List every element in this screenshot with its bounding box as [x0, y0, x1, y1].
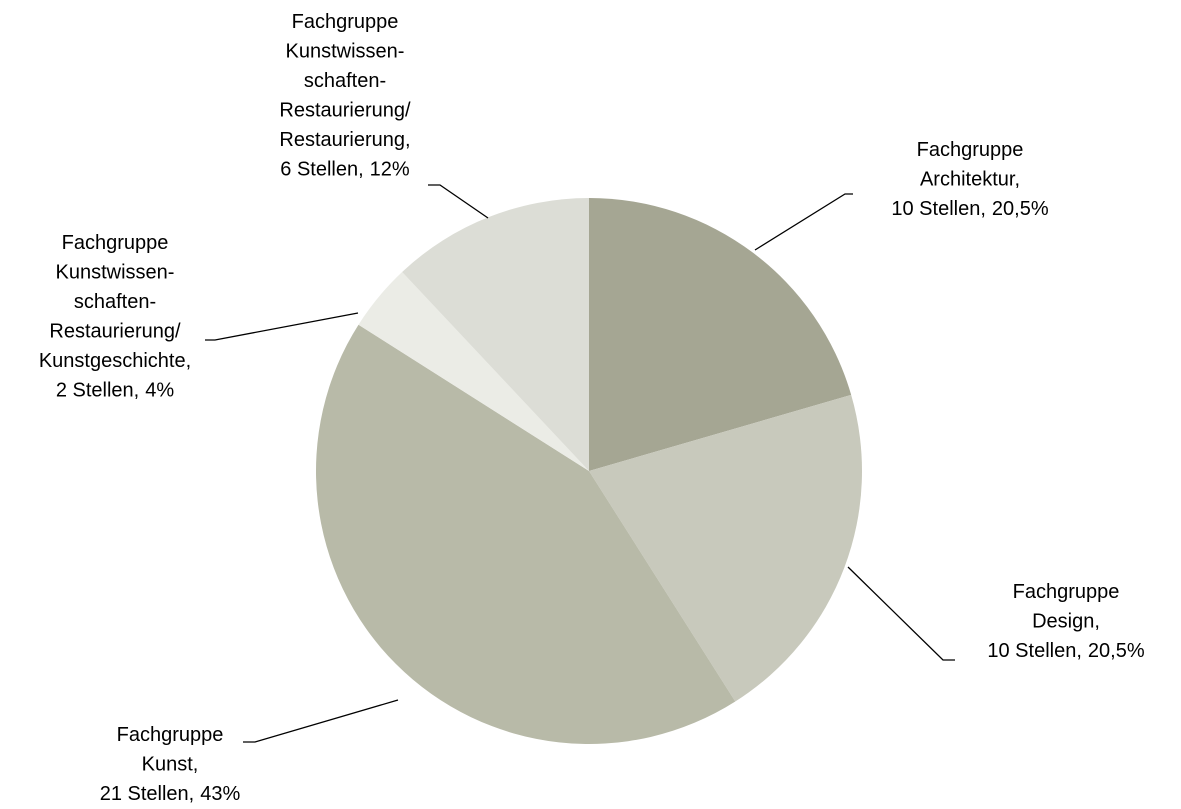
- data-label: Fachgruppe Kunstwissen-schaften- Restaurie…: [39, 232, 191, 402]
- value-label: 20,5%: [1088, 640, 1145, 662]
- label-line: Design,: [1032, 611, 1100, 633]
- label-text: Kunstgeschichte,: [39, 350, 191, 372]
- label-text: Fachgruppe: [917, 139, 1024, 161]
- label-text: Restaurierung,: [279, 129, 410, 151]
- label-line: Kunstgeschichte,: [39, 350, 191, 372]
- label-line: Restaurierung/: [49, 321, 181, 343]
- value-label: 43%: [200, 783, 240, 805]
- pie-slice: [589, 198, 852, 471]
- value-label: 12%: [370, 159, 410, 181]
- data-label: Fachgruppe Architektur, 10 Stellen, 20,5%: [891, 139, 1048, 220]
- leader-line: [847, 566, 955, 661]
- leader-line: [428, 184, 489, 219]
- label-line: Fachgruppe: [62, 232, 169, 254]
- label-text: 6 Stellen,: [280, 159, 363, 181]
- label-text: Restaurierung/: [49, 321, 181, 343]
- label-line: Kunstwissen-: [56, 262, 175, 284]
- pie-slice: [316, 324, 736, 744]
- label-text: Kunstwissen-: [286, 41, 405, 63]
- pie-slice: [589, 394, 862, 702]
- label-line: schaften-: [74, 291, 156, 313]
- label-text: Fachgruppe: [1013, 581, 1120, 603]
- label-line: 10 Stellen, 20,5%: [891, 198, 1048, 220]
- label-text: 21 Stellen,: [100, 783, 195, 805]
- data-label: Fachgruppe Kunstwissen-schaften- Restaurie…: [279, 11, 411, 181]
- label-line: Fachgruppe: [292, 11, 399, 33]
- label-text: Design,: [1032, 611, 1100, 633]
- label-line: Kunst,: [142, 754, 199, 776]
- pie-slice: [358, 271, 589, 471]
- label-text: Kunst,: [142, 754, 199, 776]
- label-text: Fachgruppe: [62, 232, 169, 254]
- label-line: 21 Stellen, 43%: [100, 783, 241, 805]
- label-text: Architektur,: [920, 169, 1020, 191]
- label-line: Restaurierung,: [279, 129, 410, 151]
- value-label: 4%: [145, 380, 174, 402]
- value-label: 20,5%: [992, 198, 1049, 220]
- label-text: 10 Stellen,: [987, 640, 1082, 662]
- label-line: 2 Stellen, 4%: [56, 380, 175, 402]
- label-text: Fachgruppe: [292, 11, 399, 33]
- label-text: Kunstwissen-: [56, 262, 175, 284]
- label-line: Restaurierung/: [279, 100, 411, 122]
- label-line: Fachgruppe: [917, 139, 1024, 161]
- label-text: schaften-: [74, 291, 156, 313]
- leader-line: [205, 312, 359, 341]
- pie-slice: [402, 198, 589, 471]
- label-text: schaften-: [304, 70, 386, 92]
- label-line: Fachgruppe: [117, 724, 224, 746]
- label-line: Kunstwissen-: [286, 41, 405, 63]
- label-line: schaften-: [304, 70, 386, 92]
- label-line: Fachgruppe: [1013, 581, 1120, 603]
- label-text: Restaurierung/: [279, 100, 411, 122]
- label-line: Architektur,: [920, 169, 1020, 191]
- label-line: 10 Stellen, 20,5%: [987, 640, 1144, 662]
- label-line: 6 Stellen, 12%: [280, 159, 410, 181]
- leader-line: [754, 193, 853, 251]
- data-label: Fachgruppe Design, 10 Stellen, 20,5%: [987, 581, 1144, 662]
- label-text: 10 Stellen,: [891, 198, 986, 220]
- label-text: Fachgruppe: [117, 724, 224, 746]
- label-text: 2 Stellen,: [56, 380, 139, 402]
- data-label: Fachgruppe Kunst, 21 Stellen, 43%: [100, 724, 241, 805]
- leader-line: [243, 699, 399, 743]
